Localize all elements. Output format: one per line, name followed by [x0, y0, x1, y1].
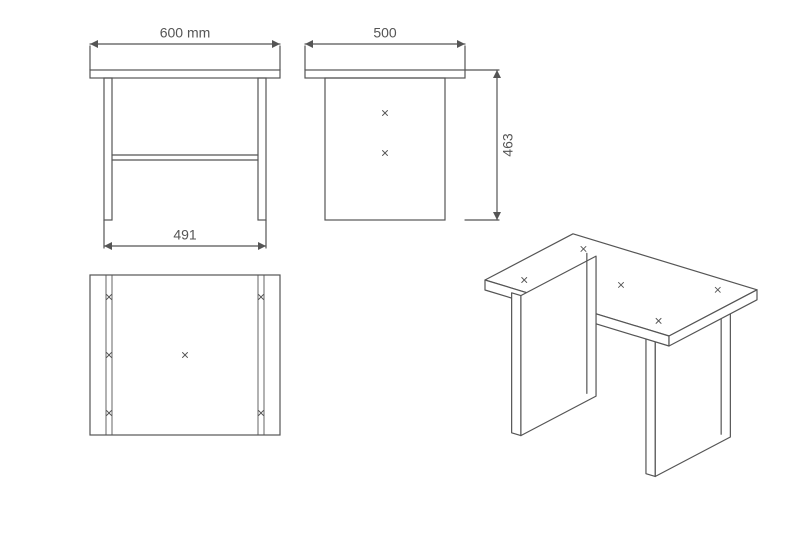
isometric-view — [485, 234, 757, 477]
top-view — [90, 275, 280, 435]
front-view: 600 mm 491 — [90, 25, 280, 250]
svg-text:491: 491 — [173, 227, 197, 243]
svg-text:463: 463 — [500, 133, 516, 157]
svg-text:500: 500 — [373, 25, 397, 41]
side-view: 500 463 — [305, 25, 516, 220]
technical-drawing: 600 mm 491 500 463 — [0, 0, 800, 533]
svg-text:600 mm: 600 mm — [160, 25, 211, 41]
